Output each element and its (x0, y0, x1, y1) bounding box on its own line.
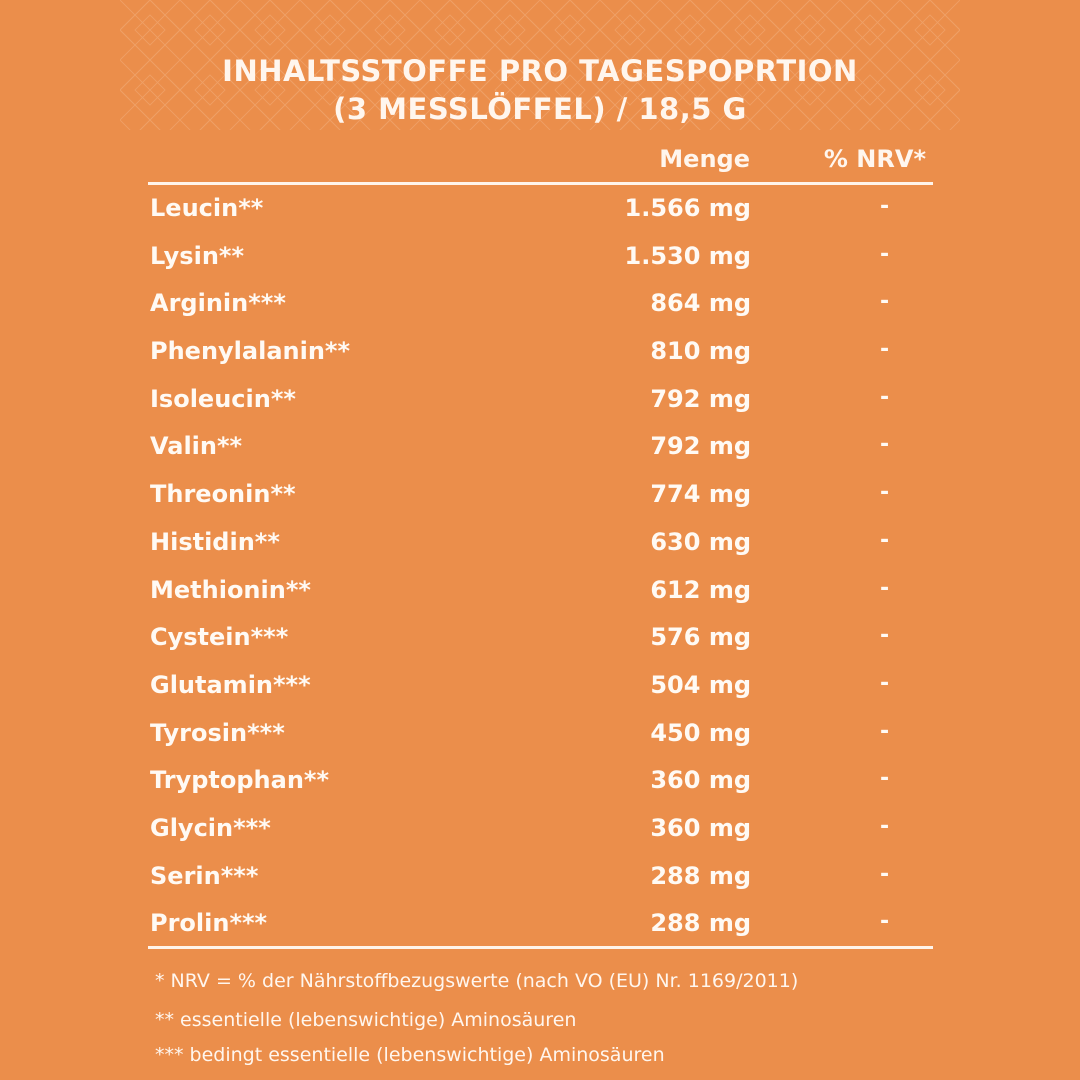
nutrient-table: Leucin** 1.566 mg - Lysin** 1.530 mg - A… (148, 186, 933, 949)
row-amount: 450 mg (650, 718, 751, 747)
row-amount: 576 mg (650, 623, 751, 652)
column-header-amount: Menge (659, 145, 750, 173)
row-nrv: - (880, 909, 890, 935)
table-row: Threonin** 774 mg - (148, 472, 933, 520)
row-name: Methionin** (150, 575, 311, 604)
row-nrv: - (880, 575, 890, 601)
table-row: Isoleucin** 792 mg - (148, 377, 933, 425)
row-nrv: - (880, 813, 890, 839)
row-name: Arginin*** (150, 289, 286, 318)
row-name: Prolin*** (150, 909, 268, 938)
table-row: Histidin** 630 mg - (148, 520, 933, 568)
table-top-rule (148, 182, 933, 185)
row-name: Lysin** (150, 241, 245, 270)
row-nrv: - (880, 623, 890, 649)
decorative-pattern (120, 0, 960, 130)
row-nrv: - (880, 337, 890, 363)
row-nrv: - (880, 766, 890, 792)
footnote-nrv: * NRV = % der Nährstoffbezugswerte (nach… (155, 970, 799, 992)
row-name: Glutamin*** (150, 670, 311, 699)
table-row: Prolin*** 288 mg - (148, 901, 933, 949)
row-amount: 810 mg (650, 337, 751, 366)
row-nrv: - (880, 527, 890, 553)
table-row: Glutamin*** 504 mg - (148, 663, 933, 711)
row-nrv: - (880, 670, 890, 696)
table-row: Cystein*** 576 mg - (148, 615, 933, 663)
title-line-2: (3 MESSLÖFFEL) / 18,5 G (333, 92, 747, 126)
row-name: Leucin** (150, 194, 264, 222)
row-nrv: - (880, 718, 890, 744)
row-amount: 612 mg (650, 575, 751, 604)
row-nrv: - (880, 241, 890, 267)
row-amount: 504 mg (650, 670, 751, 699)
row-amount: 1.566 mg (624, 194, 751, 222)
row-name: Valin** (150, 432, 243, 461)
row-amount: 360 mg (650, 813, 751, 842)
table-row: Tryptophan** 360 mg - (148, 758, 933, 806)
row-amount: 288 mg (650, 909, 751, 938)
row-nrv: - (880, 384, 890, 410)
table-row: Tyrosin*** 450 mg - (148, 711, 933, 759)
footnote-conditional: *** bedingt essentielle (lebenswichtige)… (155, 1044, 665, 1066)
table-row: Serin*** 288 mg - (148, 854, 933, 902)
footnote-essential: ** essentielle (lebenswichtige) Aminosäu… (155, 1009, 577, 1031)
row-amount: 288 mg (650, 861, 751, 890)
row-amount: 792 mg (650, 432, 751, 461)
row-name: Cystein*** (150, 623, 289, 652)
row-name: Tryptophan** (150, 766, 330, 795)
row-nrv: - (880, 480, 890, 506)
table-row: Methionin** 612 mg - (148, 568, 933, 616)
row-nrv: - (880, 432, 890, 458)
row-amount: 864 mg (650, 289, 751, 318)
row-name: Isoleucin** (150, 384, 296, 413)
column-header-nrv: % NRV* (823, 145, 926, 173)
table-row: Glycin*** 360 mg - (148, 806, 933, 854)
row-name: Glycin*** (150, 813, 271, 842)
row-amount: 1.530 mg (624, 241, 751, 270)
row-amount: 792 mg (650, 384, 751, 413)
table-row: Arginin*** 864 mg - (148, 281, 933, 329)
table-row: Phenylalanin** 810 mg - (148, 329, 933, 377)
row-amount: 630 mg (650, 527, 751, 556)
table-row: Valin** 792 mg - (148, 424, 933, 472)
row-name: Tyrosin*** (150, 718, 285, 747)
row-name: Histidin** (150, 527, 280, 556)
row-amount: 774 mg (650, 480, 751, 509)
title-line-1: INHALTSSTOFFE PRO TAGESPOPRTION (222, 54, 858, 88)
row-nrv: - (880, 289, 890, 315)
table-bottom-rule (148, 946, 933, 949)
table-row: Leucin** 1.566 mg - (148, 186, 933, 234)
row-amount: 360 mg (650, 766, 751, 795)
row-nrv: - (880, 194, 890, 219)
table-row: Lysin** 1.530 mg - (148, 234, 933, 282)
row-name: Threonin** (150, 480, 296, 509)
row-name: Phenylalanin** (150, 337, 351, 366)
row-nrv: - (880, 861, 890, 887)
row-name: Serin*** (150, 861, 259, 890)
